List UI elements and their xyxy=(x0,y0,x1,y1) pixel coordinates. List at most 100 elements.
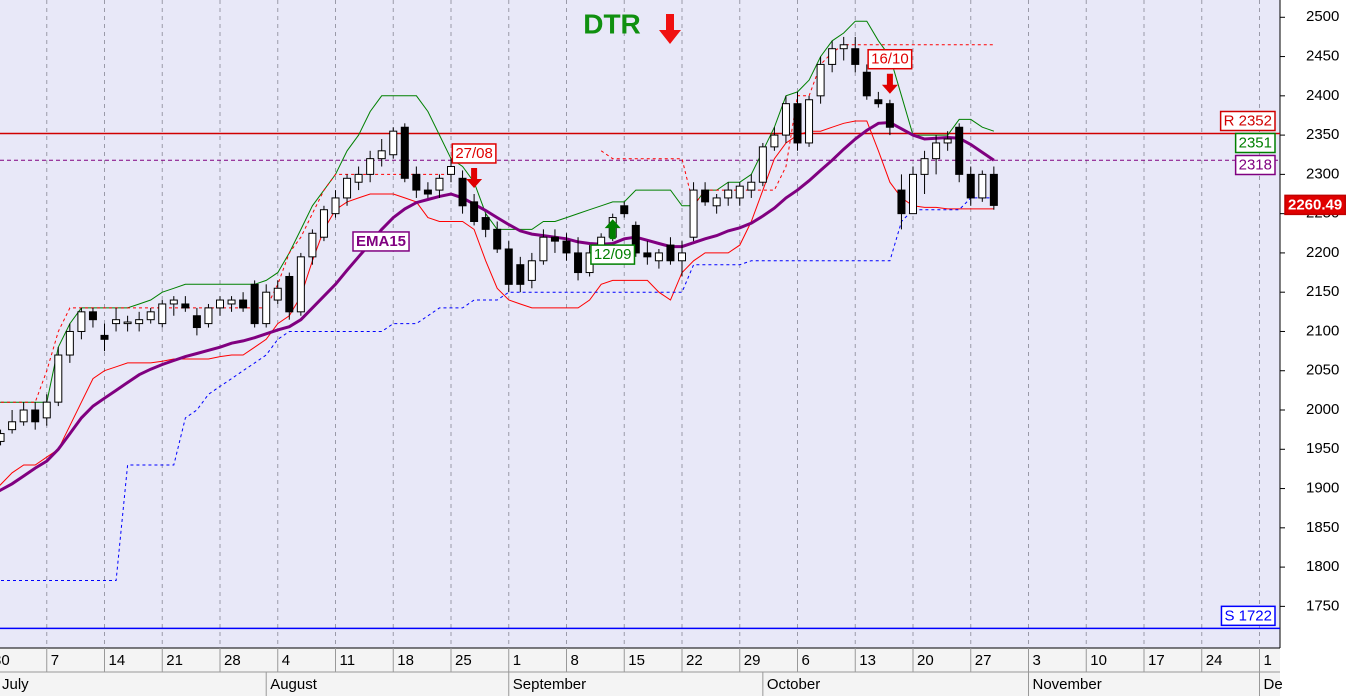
candle-body xyxy=(943,138,952,144)
x-tick-label: 29 xyxy=(744,652,761,669)
level-label: R 2352 xyxy=(1224,112,1272,129)
level-label-box xyxy=(1219,110,1276,132)
candle-body xyxy=(874,99,883,105)
month-label: July xyxy=(2,676,29,693)
candle-body xyxy=(435,177,444,191)
y-tick-label: 2450 xyxy=(1306,48,1339,65)
x-tick-label: 11 xyxy=(340,652,356,669)
y-tick-label: 2000 xyxy=(1306,401,1339,418)
candle-body xyxy=(828,48,837,65)
candle-body xyxy=(423,189,432,195)
candle-body xyxy=(19,409,28,423)
candle-body xyxy=(262,291,271,325)
candle-body xyxy=(978,173,987,199)
level-label: 2318 xyxy=(1239,156,1272,173)
candle-body xyxy=(0,433,5,442)
month-label: September xyxy=(513,676,586,693)
x-tick-label: 3 xyxy=(1033,652,1041,669)
candle-body xyxy=(851,48,860,65)
level-label-box xyxy=(1234,132,1276,154)
y-tick-label: 1950 xyxy=(1306,440,1339,457)
candle-body xyxy=(331,197,340,215)
candle-body xyxy=(631,224,640,254)
candle-body xyxy=(758,146,767,183)
candle-body xyxy=(239,299,248,309)
signal-label: 27/08 xyxy=(455,145,493,162)
candle-body xyxy=(400,126,409,179)
candle-body xyxy=(285,275,294,313)
candle-body xyxy=(366,158,375,175)
y-tick-label: 1750 xyxy=(1306,597,1339,614)
x-tick-label: 1 xyxy=(513,652,521,669)
x-tick-label: 17 xyxy=(1148,652,1165,669)
candle-body xyxy=(77,311,86,332)
candle-body xyxy=(181,303,190,309)
indicator-line xyxy=(0,197,994,581)
x-tick-label: 27 xyxy=(975,652,992,669)
candle-body xyxy=(932,142,941,160)
x-tick-label: 7 xyxy=(51,652,59,669)
series-label: EMA15 xyxy=(356,233,406,250)
x-tick-label: 28 xyxy=(224,652,241,669)
title-arrow xyxy=(659,14,681,44)
candle-body xyxy=(42,401,51,419)
candle-body xyxy=(412,173,421,191)
candle-body xyxy=(135,319,144,325)
candle-body xyxy=(88,311,97,321)
indicator-line xyxy=(0,20,995,403)
candle-body xyxy=(227,299,236,305)
candle-body xyxy=(481,217,490,230)
x-tick-label: 14 xyxy=(109,652,126,669)
level-label: 2351 xyxy=(1239,134,1272,151)
candle-body xyxy=(862,71,871,97)
y-tick-label: 2500 xyxy=(1306,8,1339,25)
candle-body xyxy=(724,189,733,199)
candle-body xyxy=(735,185,744,199)
x-tick-label: 18 xyxy=(397,652,414,669)
candle-body xyxy=(100,334,109,340)
indicator-line xyxy=(0,120,995,493)
month-label: De xyxy=(1264,676,1283,693)
candle-body xyxy=(654,252,663,262)
candle-body xyxy=(701,189,710,203)
candle-body xyxy=(123,321,132,325)
candle-body xyxy=(343,177,352,199)
signal-label-box xyxy=(867,48,913,70)
y-tick-label: 2150 xyxy=(1306,283,1339,300)
candle-body xyxy=(712,197,721,207)
candle-body xyxy=(574,252,583,274)
candle-body xyxy=(216,299,224,309)
last-price-label: 2260.49 xyxy=(1288,196,1342,213)
x-tick-label: 30 xyxy=(0,652,10,669)
level-label-box xyxy=(1234,154,1276,176)
last-price-label-box xyxy=(1284,194,1346,216)
candle-body xyxy=(909,173,917,215)
candle-body xyxy=(643,252,652,258)
candle-body xyxy=(539,236,548,262)
candle-body xyxy=(8,421,17,431)
candle-body xyxy=(31,409,40,423)
candle-body xyxy=(689,189,698,238)
candle-body xyxy=(885,103,894,128)
candle-body xyxy=(989,173,998,206)
candle-body xyxy=(966,173,975,199)
x-tick-label: 15 xyxy=(628,652,645,669)
y-tick-label: 1900 xyxy=(1306,480,1339,497)
candle-body xyxy=(458,177,467,207)
x-tick-label: 10 xyxy=(1090,652,1107,669)
x-tick-label: 20 xyxy=(917,652,934,669)
candle-body xyxy=(308,232,317,258)
candle-body xyxy=(747,181,756,191)
x-tick-label: 24 xyxy=(1206,652,1223,669)
chart-title: DTR xyxy=(583,8,641,39)
candle-body xyxy=(204,307,213,325)
y-tick-label: 2100 xyxy=(1306,322,1339,339)
candle-body xyxy=(816,63,825,97)
signal-label: 16/10 xyxy=(871,51,909,68)
candle-body xyxy=(169,299,178,305)
indicator-line xyxy=(0,120,994,486)
x-tick-label: 22 xyxy=(686,652,703,669)
candle-body xyxy=(562,240,571,254)
y-tick-label: 1800 xyxy=(1306,558,1339,575)
x-tick-label: 13 xyxy=(859,652,876,669)
